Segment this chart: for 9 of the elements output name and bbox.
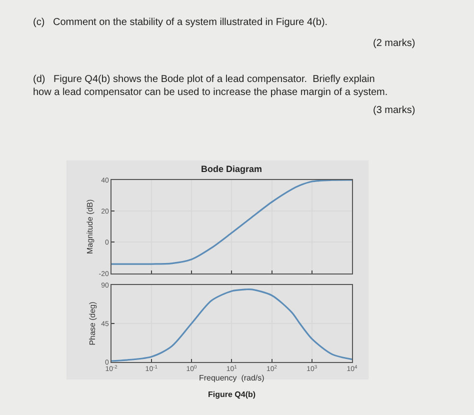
- y-axis-title: Magnitude (dB): [85, 198, 94, 254]
- y-axis-title: Phase (deg): [88, 301, 97, 346]
- caption: Figure Q4(b): [208, 390, 256, 399]
- text: (d) Figure Q4(b) shows the Bode plot of a lead compensator. Briefly explain how a lead compensator can be used to increase the phase margin of a system.: [33, 74, 388, 98]
- text: (2 marks): [373, 38, 416, 49]
- text: (3 marks): [373, 105, 416, 116]
- text: (c) Comment on the stability of a system illustrated in Figure 4(b).: [33, 17, 328, 28]
- chart-title: Bode Diagram: [201, 164, 262, 174]
- x-axis-title: Frequency (rad/s): [198, 373, 265, 382]
